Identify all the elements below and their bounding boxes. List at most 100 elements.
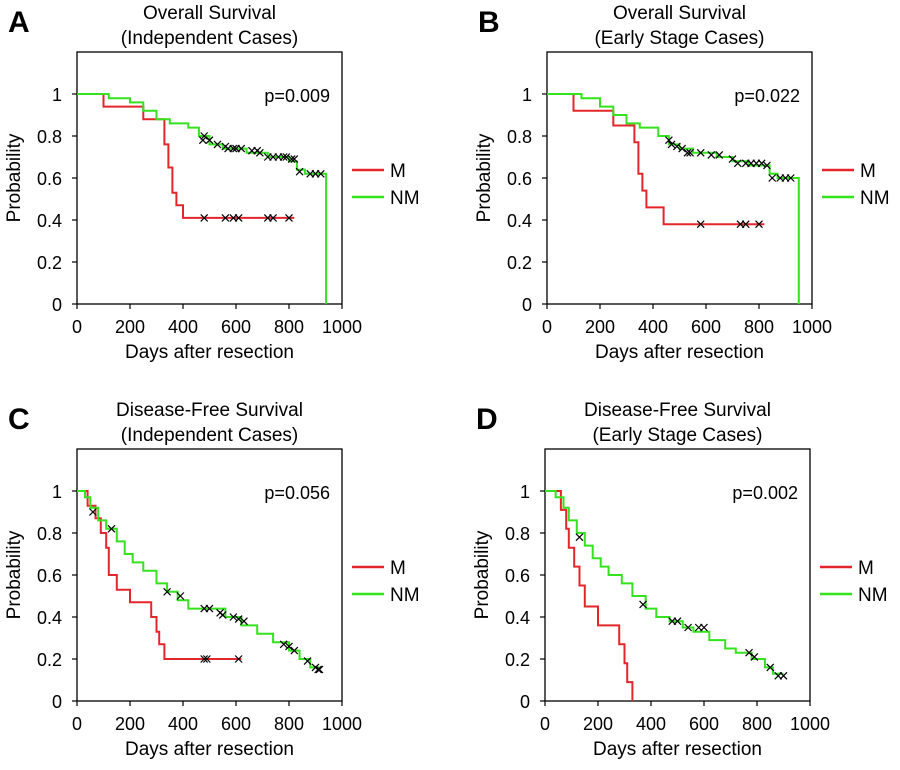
censor-mark (745, 648, 753, 657)
panel-letter: A (8, 6, 30, 39)
censor-stroke (741, 220, 750, 229)
censor-stroke (768, 174, 777, 182)
p-value-annotation: p=0.056 (264, 483, 330, 503)
censor-stroke (88, 508, 97, 516)
y-tick-label: 0.8 (507, 127, 532, 147)
censor-mark (686, 148, 695, 157)
y-tick-label: 0.6 (505, 566, 530, 586)
censor-mark (715, 150, 724, 159)
legend-label-nm: NM (390, 188, 420, 209)
censor-mark (672, 142, 681, 151)
y-tick-label: 1 (522, 85, 532, 105)
censor-stroke (673, 617, 682, 626)
censor-mark (768, 174, 777, 182)
x-tick-label: 200 (583, 714, 613, 734)
y-tick-label: 0.2 (505, 650, 530, 670)
censor-mark (696, 220, 705, 229)
censor-mark (684, 623, 693, 632)
legend-label-nm: NM (860, 188, 890, 209)
censor-stroke (205, 136, 214, 145)
censor-mark (786, 174, 795, 182)
censor-mark (766, 663, 775, 672)
legend-label-m: M (390, 161, 406, 182)
censor-stroke (285, 642, 293, 651)
censor-mark (673, 617, 682, 626)
censor-mark (234, 655, 243, 663)
x-tick-label: 600 (221, 317, 251, 337)
censor-stroke (755, 220, 763, 229)
p-value-annotation: p=0.009 (264, 86, 330, 106)
y-tick-label: 0 (522, 295, 532, 315)
censor-mark (750, 652, 759, 661)
censor-stroke (234, 655, 243, 663)
legend-label-m: M (858, 558, 874, 579)
censor-mark (279, 640, 288, 649)
x-tick-label: 1000 (790, 714, 830, 734)
censor-stroke (664, 136, 673, 145)
censor-stroke (750, 652, 759, 661)
y-axis-label: Probability (4, 530, 25, 619)
censor-stroke (715, 150, 724, 159)
x-tick-label: 800 (744, 317, 774, 337)
censor-mark (575, 533, 584, 542)
censor-stroke (295, 167, 304, 176)
censor-mark (285, 642, 293, 651)
censor-mark (678, 144, 687, 153)
censor-stroke (672, 142, 681, 151)
censor-stroke (303, 657, 312, 666)
censor-stroke (290, 155, 299, 164)
censor-mark (279, 153, 288, 161)
y-tick-label: 0 (520, 692, 530, 712)
censor-stroke (285, 213, 293, 222)
censor-stroke (700, 623, 708, 632)
censor-mark (700, 623, 708, 632)
censor-mark (733, 159, 742, 168)
legend-label-m: M (860, 161, 876, 182)
y-tick-label: 0.8 (37, 127, 62, 147)
censor-mark (314, 665, 323, 674)
censor-stroke (107, 524, 116, 533)
x-tick-label: 200 (115, 317, 145, 337)
censor-stroke (696, 220, 705, 229)
y-tick-label: 0.2 (37, 650, 62, 670)
censor-mark (316, 169, 325, 178)
censor-mark (213, 140, 222, 149)
series-line-nm (545, 490, 784, 675)
y-tick-label: 0.2 (507, 253, 532, 273)
chart-title-line: (Early Stage Cases) (594, 28, 764, 49)
censor-mark (88, 508, 97, 516)
series-line-m (77, 490, 242, 660)
censor-stroke (205, 604, 214, 613)
censor-mark (303, 657, 312, 666)
censor-mark (269, 213, 278, 222)
y-tick-label: 0 (52, 692, 62, 712)
censor-mark (639, 600, 647, 609)
censor-stroke (202, 655, 211, 663)
panel-d: D Disease-Free Survival (Early Stage Cases… (472, 400, 888, 760)
censor-mark (285, 213, 293, 222)
censor-stroke (255, 148, 264, 157)
y-tick-label: 0.4 (37, 211, 62, 231)
censor-mark (107, 524, 116, 533)
x-tick-label: 0 (72, 317, 82, 337)
y-tick-label: 0.6 (507, 169, 532, 189)
censor-mark (163, 587, 172, 596)
series-line-m (547, 93, 765, 226)
censor-mark (315, 665, 324, 674)
x-tick-label: 600 (689, 714, 719, 734)
panel-a: A Overall Survival (Independent Cases) 0 0.2… (4, 3, 420, 363)
censor-mark (255, 148, 264, 157)
censor-stroke (684, 623, 693, 632)
censor-mark (779, 671, 788, 680)
chart-title-line: Overall Survival (613, 3, 746, 24)
censor-mark (240, 617, 248, 626)
censor-mark (229, 613, 238, 621)
censor-mark (205, 136, 214, 145)
censor-mark (205, 604, 214, 613)
x-axis-label: Days after resection (593, 739, 762, 760)
x-tick-label: 600 (221, 714, 251, 734)
censor-mark (728, 155, 737, 164)
x-axis-label: Days after resection (125, 739, 294, 760)
censor-stroke (763, 161, 771, 170)
